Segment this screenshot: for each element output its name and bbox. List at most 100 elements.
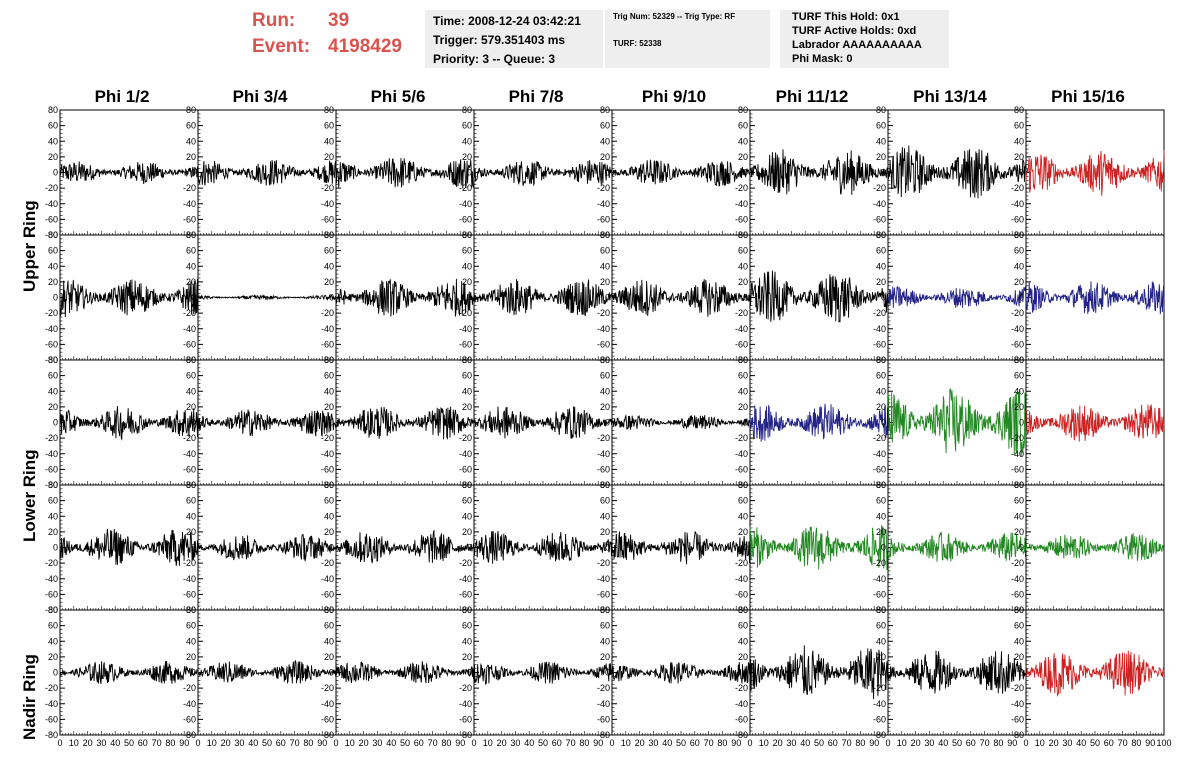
- y-tick-label: 0: [467, 168, 472, 178]
- y-tick-label: -60: [321, 714, 334, 724]
- y-tick-label: 80: [462, 230, 472, 240]
- y-tick-label: -60: [597, 589, 610, 599]
- y-tick-label: -20: [183, 558, 196, 568]
- y-tick-label: 0: [467, 418, 472, 428]
- y-tick-label: -60: [321, 339, 334, 349]
- y-tick-label: 60: [324, 621, 334, 631]
- y-tick-label: 80: [48, 605, 58, 615]
- y-tick-label: 20: [324, 652, 334, 662]
- x-tick-label: 60: [414, 738, 424, 748]
- column-header-phi-11-12: Phi 11/12: [775, 87, 849, 106]
- x-tick-label: 40: [938, 738, 948, 748]
- x-tick-label: 70: [704, 738, 714, 748]
- y-tick-label: 20: [1014, 527, 1024, 537]
- column-header-phi-13-14: Phi 13/14: [913, 87, 987, 106]
- waveform-r3-c6: [887, 531, 1027, 562]
- waveform-r0-c1: [197, 160, 337, 186]
- x-tick-label: 60: [138, 738, 148, 748]
- y-tick-label: 80: [324, 355, 334, 365]
- y-tick-label: -20: [45, 433, 58, 443]
- x-tick-label: 70: [842, 738, 852, 748]
- y-tick-label: 20: [324, 402, 334, 412]
- y-tick-label: 60: [1014, 621, 1024, 631]
- x-tick-label: 20: [911, 738, 921, 748]
- run-event-box: Run: 39 Event: 4198429: [252, 8, 402, 60]
- run-value: 39: [328, 10, 350, 31]
- y-tick-label: -20: [873, 308, 886, 318]
- y-tick-label: 60: [876, 371, 886, 381]
- x-tick-label: 80: [717, 738, 727, 748]
- x-tick-label: 60: [552, 738, 562, 748]
- y-tick-label: 40: [186, 386, 196, 396]
- y-tick-label: 0: [53, 543, 58, 553]
- y-tick-label: -60: [873, 714, 886, 724]
- x-tick-label: 60: [966, 738, 976, 748]
- x-tick-label: 30: [648, 738, 658, 748]
- y-tick-label: 60: [600, 371, 610, 381]
- y-tick-label: -60: [183, 214, 196, 224]
- y-tick-label: -80: [45, 480, 58, 490]
- event-label: Event:: [252, 36, 311, 57]
- y-tick-label: 60: [324, 371, 334, 381]
- y-tick-label: 40: [876, 136, 886, 146]
- y-tick-label: -80: [45, 355, 58, 365]
- y-tick-label: 60: [48, 496, 58, 506]
- y-tick-label: -20: [1011, 683, 1024, 693]
- y-tick-label: 0: [1019, 168, 1024, 178]
- y-tick-label: 0: [605, 293, 610, 303]
- y-tick-label: 0: [191, 543, 196, 553]
- x-tick-label: 30: [372, 738, 382, 748]
- y-tick-label: -20: [1011, 433, 1024, 443]
- x-tick-label: 50: [400, 738, 410, 748]
- y-tick-label: -60: [45, 464, 58, 474]
- panel-frame-r1-c0: [59, 234, 199, 361]
- waveform-r2-c0: [59, 406, 199, 441]
- y-tick-label: -40: [597, 199, 610, 209]
- y-tick-label: 80: [186, 105, 196, 115]
- y-tick-label: 60: [600, 246, 610, 256]
- x-tick-label: 80: [165, 738, 175, 748]
- y-tick-label: 80: [186, 480, 196, 490]
- y-tick-label: 40: [48, 636, 58, 646]
- y-tick-label: -40: [45, 199, 58, 209]
- y-tick-label: -60: [183, 339, 196, 349]
- turf-this-hold-text: TURF This Hold: 0x1: [792, 11, 900, 23]
- y-tick-label: 20: [186, 152, 196, 162]
- y-tick-label: 40: [462, 511, 472, 521]
- y-tick-label: -40: [1011, 324, 1024, 334]
- y-tick-label: 60: [48, 621, 58, 631]
- y-tick-label: 40: [738, 636, 748, 646]
- y-tick-label: -60: [459, 339, 472, 349]
- x-tick-label: 20: [359, 738, 369, 748]
- y-tick-label: 0: [1019, 418, 1024, 428]
- y-tick-label: 0: [467, 668, 472, 678]
- y-tick-label: 20: [1014, 277, 1024, 287]
- y-tick-label: 80: [876, 480, 886, 490]
- y-tick-label: 80: [738, 105, 748, 115]
- y-tick-label: 0: [743, 668, 748, 678]
- y-tick-label: 0: [605, 168, 610, 178]
- y-tick-label: 40: [186, 261, 196, 271]
- time-info-box: Time: 2008-12-24 03:42:21 Trigger: 579.3…: [425, 10, 603, 68]
- y-tick-label: 20: [738, 277, 748, 287]
- y-tick-label: -60: [459, 714, 472, 724]
- y-tick-label: 80: [600, 230, 610, 240]
- y-tick-label: -40: [735, 699, 748, 709]
- x-tick-label: 10: [621, 738, 631, 748]
- y-tick-label: -20: [321, 308, 334, 318]
- y-tick-label: 40: [186, 136, 196, 146]
- y-tick-label: -20: [183, 433, 196, 443]
- y-tick-label: 0: [881, 293, 886, 303]
- y-tick-label: -60: [1011, 464, 1024, 474]
- y-tick-label: -60: [1011, 339, 1024, 349]
- y-tick-label: -60: [597, 214, 610, 224]
- y-tick-label: 20: [324, 152, 334, 162]
- y-tick-label: 0: [329, 168, 334, 178]
- y-tick-label: 0: [605, 668, 610, 678]
- waveform-r4-c1: [197, 659, 337, 684]
- y-tick-label: -60: [459, 214, 472, 224]
- y-tick-label: -20: [597, 308, 610, 318]
- y-tick-label: 80: [186, 355, 196, 365]
- y-tick-label: 0: [329, 418, 334, 428]
- y-tick-label: -20: [459, 433, 472, 443]
